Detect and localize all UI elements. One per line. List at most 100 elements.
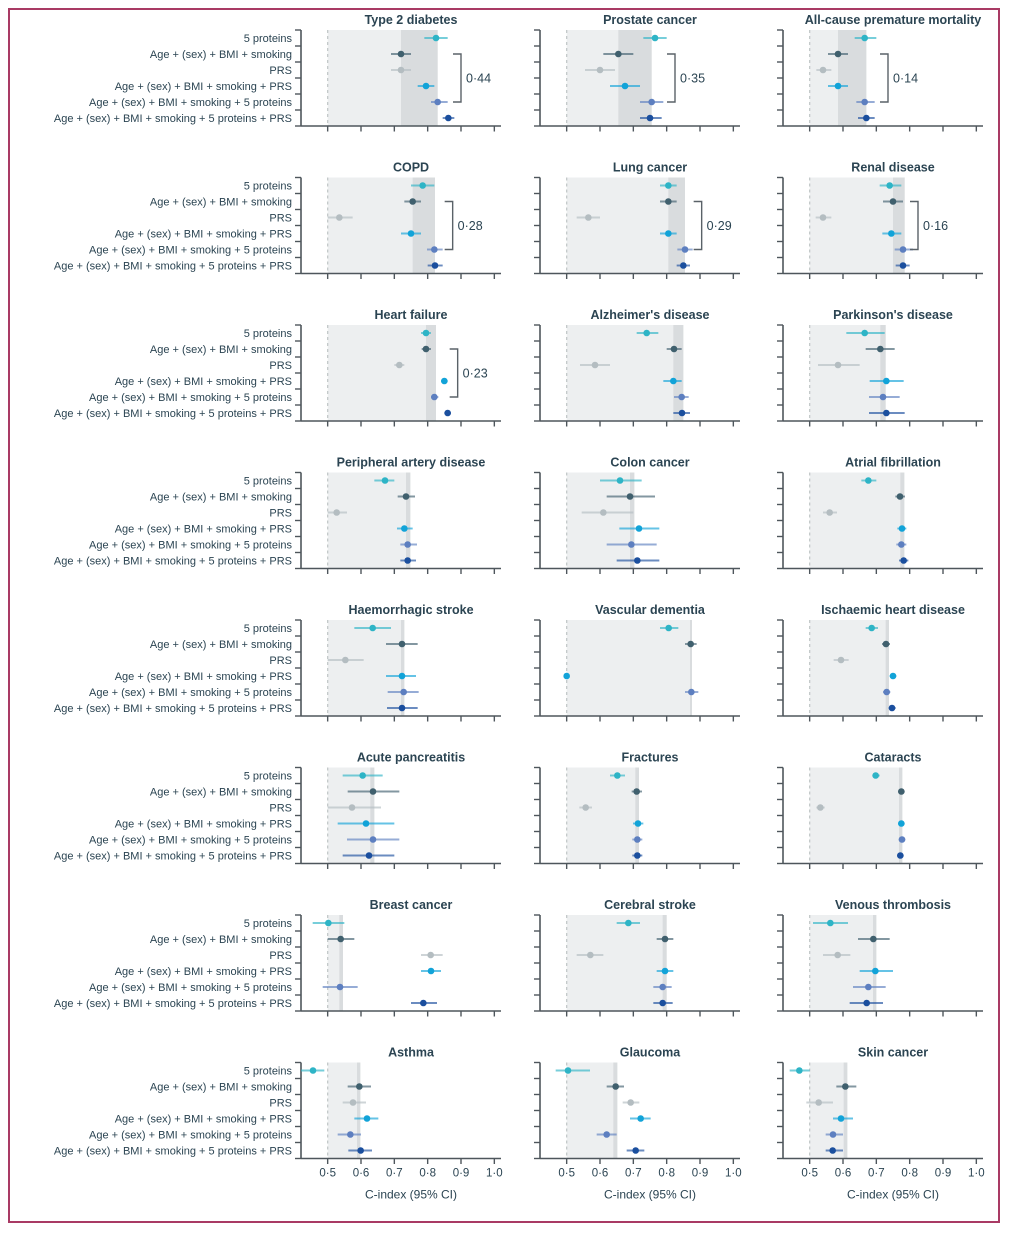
estimate-point	[896, 493, 904, 500]
panel-colon-cancer: Colon cancer	[534, 456, 740, 574]
panel-title: Heart failure	[375, 308, 448, 322]
shade-band-dark	[893, 177, 905, 274]
model-label: PRS	[269, 803, 292, 815]
panel-title: Venous thrombosis	[835, 898, 951, 912]
estimate-point	[585, 214, 592, 221]
panel-type-2-diabetes: Type 2 diabetes 5 proteins Age + (sex) + B…	[54, 13, 501, 132]
shade-band-dark	[406, 472, 411, 569]
shade-band-light	[809, 472, 905, 569]
estimate-point	[398, 672, 406, 680]
model-label: 5 proteins	[244, 476, 293, 488]
model-label: PRS	[269, 655, 292, 667]
estimate-point	[634, 820, 642, 827]
model-label: 5 proteins	[244, 771, 293, 783]
model-label: Age + (sex) + BMI + smoking + 5 proteins	[89, 835, 292, 847]
estimate-point	[445, 114, 452, 122]
panel-acute-pancreatitis: Acute pancreatitis 5 proteins Age + (sex) …	[54, 751, 501, 869]
estimate-point	[870, 935, 877, 943]
shade-band-dark	[899, 767, 903, 864]
panel-title: Cataracts	[865, 751, 922, 765]
x-tick-label: 0·7	[625, 1168, 642, 1180]
estimate-point	[432, 34, 440, 42]
estimate-point	[883, 688, 890, 696]
estimate-point	[796, 1067, 803, 1074]
panel-vascular-dementia: Vascular dementia	[534, 603, 740, 722]
shade-band-dark	[900, 472, 905, 569]
model-label: Age + (sex) + BMI + smoking	[150, 49, 292, 61]
panel-renal-disease: Renal disease 0·16	[777, 161, 983, 279]
shade-band-dark	[370, 767, 375, 864]
estimate-point	[883, 409, 890, 417]
shade-band-dark	[618, 30, 652, 126]
shade-band-light	[327, 472, 411, 569]
estimate-point	[637, 1115, 644, 1122]
estimate-point	[829, 1147, 836, 1154]
estimate-point	[398, 704, 406, 712]
model-label: Age + (sex) + BMI + smoking	[150, 344, 292, 356]
estimate-point	[420, 999, 427, 1007]
difference-bracket	[910, 200, 919, 251]
estimate-point	[596, 66, 604, 74]
panel-ischaemic-heart-disease: Ischaemic heart disease	[777, 603, 983, 722]
shade-band-dark	[662, 915, 667, 1011]
estimate-point	[868, 624, 875, 632]
panel-alzheimer-s-disease: Alzheimer's disease	[534, 308, 740, 427]
panel-cerebral-stroke: Cerebral stroke	[534, 898, 740, 1017]
x-axis-title: C-index (95% CI)	[847, 1188, 939, 1202]
model-label: Age + (sex) + BMI + smoking + 5 proteins	[89, 540, 292, 552]
estimate-point	[861, 34, 868, 42]
x-tick-label: 0·9	[453, 1168, 470, 1180]
estimate-point	[628, 541, 635, 548]
estimate-point	[369, 788, 377, 795]
shade-band-light	[566, 177, 685, 274]
estimate-point	[865, 477, 872, 484]
estimate-point	[404, 541, 411, 548]
panel-peripheral-artery-disease: Peripheral artery disease 5 proteins Age +…	[54, 456, 501, 574]
panel-title: Ischaemic heart disease	[821, 603, 965, 617]
estimate-point	[591, 361, 599, 369]
estimate-point	[834, 361, 842, 369]
x-tick-label: 0·7	[868, 1168, 885, 1180]
estimate-point	[362, 820, 370, 827]
panel-all-cause-premature-mortality: All-cause premature mortality 0·14	[777, 13, 983, 132]
panel-cataracts: Cataracts	[777, 751, 983, 869]
model-label: PRS	[269, 950, 292, 962]
estimate-point	[898, 836, 906, 843]
x-axis-title: C-index (95% CI)	[365, 1188, 457, 1202]
shade-band-light	[327, 1062, 361, 1159]
estimate-point	[659, 983, 666, 991]
panel-title: Renal disease	[851, 161, 934, 175]
estimate-point	[863, 999, 870, 1007]
difference-bracket	[667, 53, 676, 103]
difference-value: 0·28	[458, 219, 483, 233]
model-label: Age + (sex) + BMI + smoking + 5 proteins	[89, 1130, 292, 1142]
shade-band-light	[566, 915, 667, 1011]
panel-skin-cancer: Skin cancer 0·5 0·6 0·7 0·8 0·9 1·0 C-index (95…	[777, 1046, 985, 1202]
model-label: Age + (sex) + BMI + smoking + 5 proteins…	[54, 703, 292, 715]
shade-band-light	[327, 325, 436, 421]
estimate-point	[397, 50, 405, 58]
model-label: Age + (sex) + BMI + smoking	[150, 1082, 292, 1094]
estimate-point	[369, 836, 377, 843]
estimate-point	[419, 182, 426, 189]
model-label: Age + (sex) + BMI + smoking + PRS	[115, 671, 292, 683]
x-tick-label: 0·5	[319, 1168, 336, 1180]
estimate-point	[627, 1099, 634, 1106]
estimate-point	[899, 262, 907, 269]
estimate-point	[900, 557, 907, 564]
model-label: Age + (sex) + BMI + smoking + 5 proteins	[89, 97, 292, 109]
model-label: Age + (sex) + BMI + smoking + 5 proteins	[89, 687, 292, 699]
model-label: Age + (sex) + BMI + smoking	[150, 197, 292, 209]
panel-title: Vascular dementia	[595, 603, 706, 617]
x-tick-label: 0·5	[558, 1168, 575, 1180]
estimate-point	[834, 50, 842, 58]
estimate-point	[564, 1067, 572, 1074]
panel-lung-cancer: Lung cancer 0·29	[534, 161, 740, 279]
estimate-point	[661, 935, 669, 943]
model-label: 5 proteins	[244, 1066, 293, 1078]
panel-copd: COPD 5 proteins Age + (sex) + BMI + smokin…	[54, 161, 501, 279]
estimate-point	[441, 377, 448, 385]
shade-band-dark	[357, 1062, 361, 1159]
estimate-point	[369, 624, 376, 632]
panel-title: Lung cancer	[613, 161, 687, 175]
